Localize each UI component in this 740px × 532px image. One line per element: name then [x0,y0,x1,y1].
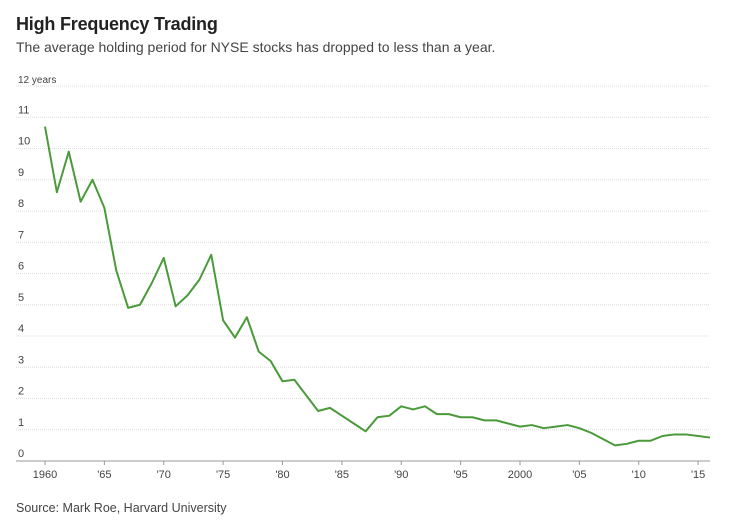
y-axis-label: 12 years [18,75,56,86]
x-tick-label: '65 [97,469,111,481]
data-points [45,127,710,446]
y-tick-label: 1 [18,417,24,429]
y-tick-label: 2 [18,386,24,398]
x-tick-label: 2000 [508,469,532,481]
y-tick-label: 10 [18,136,30,148]
x-tick-label: '10 [632,469,646,481]
y-axis-ticks: 0 1 2 3 4 5 6 7 8 9 10 11 [18,104,30,460]
y-tick-label: 6 [18,261,24,273]
x-tick-label: '85 [335,469,349,481]
chart-title: High Frequency Trading [16,14,218,34]
grid-lines [16,85,710,462]
x-tick-label: '70 [157,469,171,481]
y-tick-label: 9 [18,167,24,179]
y-tick-label: 7 [18,229,24,241]
x-tick-label: '80 [275,469,289,481]
y-tick-label: 5 [18,292,24,304]
y-tick-label: 3 [18,354,24,366]
x-tick-label: '90 [394,469,408,481]
chart-subtitle: The average holding period for NYSE stoc… [16,39,496,55]
x-tick-label: '75 [216,469,230,481]
y-tick-label: 11 [18,104,29,116]
y-tick-label: 8 [18,198,24,210]
series-line [44,126,711,447]
x-axis-ticks: 1960 '65 '70 '75 '80 '85 '90 '95 2000 '05 '10 '15 [33,461,705,481]
y-tick-label: 0 [18,448,24,460]
x-tick-label: '05 [572,469,586,481]
source-note: Source: Mark Roe, Harvard University [16,501,227,515]
x-tick-label: '15 [691,469,705,481]
x-tick-label: 1960 [33,469,57,481]
x-tick-label: '95 [453,469,467,481]
y-tick-label: 4 [18,323,24,335]
